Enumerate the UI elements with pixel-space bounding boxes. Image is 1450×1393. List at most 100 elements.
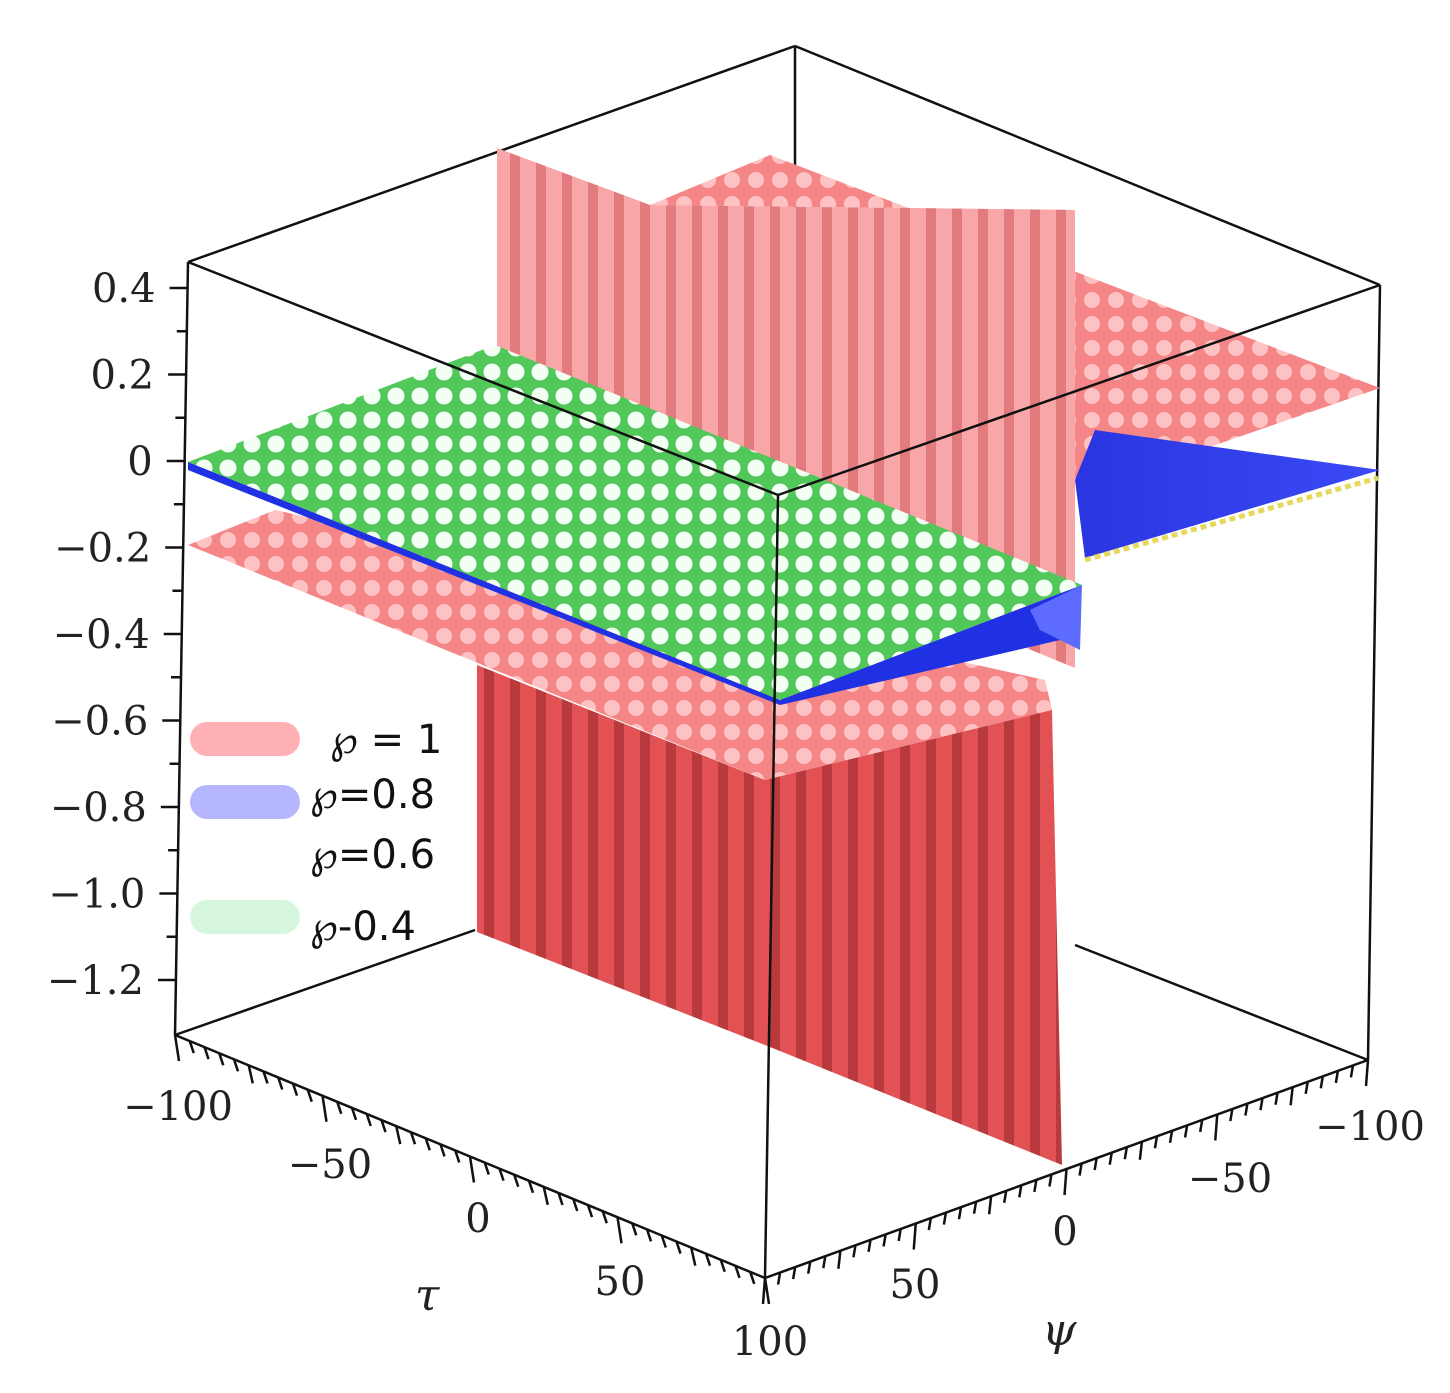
tau-tick — [380, 1119, 387, 1133]
z-tick-label: 0.4 — [92, 266, 156, 312]
tau-tick — [409, 1131, 417, 1145]
tau-tick — [232, 1058, 240, 1072]
z-tick-label: 0 — [127, 439, 152, 485]
tau-tick — [572, 1198, 579, 1212]
z-tick-label: −0.8 — [50, 785, 147, 831]
tau-axis-label: τ — [415, 1270, 440, 1321]
psi-tick — [942, 1212, 948, 1225]
surface-green-blue-sheet — [188, 345, 1082, 705]
tau-tick — [350, 1107, 358, 1121]
psi-tick — [1229, 1108, 1234, 1122]
tau-tick — [542, 1186, 549, 1206]
tau-tick — [557, 1192, 564, 1206]
psi-tick — [1048, 1174, 1053, 1187]
tau-tick — [704, 1253, 712, 1267]
tau-tick — [439, 1143, 446, 1157]
z-tick-label: −1.0 — [48, 872, 145, 918]
psi-tick — [837, 1250, 842, 1269]
psi-tick-label: −100 — [1315, 1104, 1425, 1150]
tau-tick — [483, 1162, 490, 1175]
psi-tick — [1018, 1185, 1023, 1198]
psi-tick-label: 50 — [890, 1262, 941, 1308]
tau-tick — [247, 1065, 254, 1084]
psi-tick — [1138, 1141, 1144, 1160]
tau-tick — [336, 1101, 343, 1115]
legend-label: ℘=0.8 — [310, 772, 435, 818]
tau-tick — [586, 1204, 594, 1218]
tau-tick — [203, 1046, 210, 1060]
legend-label: ℘ = 1 — [330, 717, 442, 763]
psi-tick — [1033, 1179, 1038, 1193]
tau-tick — [277, 1077, 284, 1090]
tau-tick — [188, 1040, 195, 1054]
psi-tick — [1108, 1152, 1113, 1165]
tau-tick-label: −50 — [288, 1142, 372, 1188]
psi-tick — [776, 1272, 782, 1285]
tau-tick-label: 0 — [465, 1196, 490, 1242]
psi-tick — [1244, 1103, 1249, 1116]
psi-tick — [1198, 1119, 1204, 1133]
tau-axis-tick-labels: −100 −50 0 50 100 — [123, 1084, 808, 1365]
psi-tick — [1093, 1157, 1098, 1171]
psi-tick — [791, 1266, 797, 1280]
psi-tick-label: −50 — [1188, 1156, 1272, 1202]
psi-tick — [1123, 1146, 1129, 1160]
legend-swatch — [190, 900, 300, 934]
psi-tick — [1183, 1125, 1189, 1138]
psi-tick — [822, 1255, 827, 1269]
psi-tick — [1319, 1076, 1325, 1089]
psi-tick — [912, 1223, 917, 1250]
psi-tick — [927, 1217, 933, 1231]
psi-tick — [972, 1201, 978, 1214]
tau-tick — [291, 1083, 299, 1096]
legend-swatch — [190, 785, 300, 819]
tau-tick — [719, 1259, 726, 1273]
psi-tick — [1364, 1059, 1370, 1087]
surface-red-lower-plateau — [188, 510, 1052, 780]
psi-tick — [987, 1196, 993, 1215]
tau-tick — [616, 1217, 623, 1244]
legend-label: ℘-0.4 — [310, 904, 416, 950]
tau-tick — [645, 1229, 653, 1242]
psi-tick — [1274, 1092, 1279, 1105]
z-tick-label: −0.2 — [54, 526, 151, 572]
surface-red-upper-plateau — [650, 155, 1380, 485]
psi-axis-ticks — [761, 1059, 1370, 1305]
z-tick-label: 0.2 — [90, 353, 154, 399]
tau-tick — [173, 1034, 181, 1062]
tau-tick — [498, 1168, 505, 1182]
psi-tick — [1304, 1081, 1309, 1095]
tau-axis-ticks — [173, 1034, 771, 1305]
psi-tick — [1214, 1114, 1219, 1141]
tau-tick — [734, 1265, 741, 1279]
psi-tick — [1259, 1097, 1264, 1111]
tau-tick — [749, 1271, 756, 1285]
legend: ℘ = 1 ℘=0.8 ℘=0.6 ℘-0.4 — [190, 717, 442, 950]
psi-tick — [897, 1228, 902, 1242]
tau-tick — [690, 1247, 697, 1266]
psi-tick-label: 0 — [1052, 1209, 1077, 1255]
tau-tick-label: 100 — [732, 1319, 808, 1365]
psi-tick — [1349, 1065, 1355, 1078]
z-tick-label: −0.4 — [53, 612, 150, 658]
psi-tick — [1168, 1130, 1174, 1144]
tau-tick — [660, 1235, 667, 1248]
psi-tick — [1063, 1168, 1068, 1196]
tau-tick — [631, 1222, 638, 1236]
psi-tick — [761, 1277, 767, 1305]
psi-tick — [806, 1261, 812, 1274]
z-tick-label: −0.6 — [51, 699, 148, 745]
psi-tick — [1289, 1087, 1294, 1106]
surface-red-dark-wall — [477, 665, 1062, 1165]
tau-tick — [601, 1210, 608, 1224]
psi-tick — [957, 1206, 963, 1220]
tau-tick — [454, 1150, 461, 1163]
legend-swatch — [190, 722, 300, 756]
legend-label: ℘=0.6 — [310, 832, 435, 878]
tau-tick — [306, 1089, 313, 1103]
tau-tick — [513, 1174, 520, 1188]
psi-tick — [1153, 1136, 1159, 1149]
psi-tick — [1334, 1070, 1340, 1084]
z-tick-label: −1.2 — [47, 958, 144, 1004]
